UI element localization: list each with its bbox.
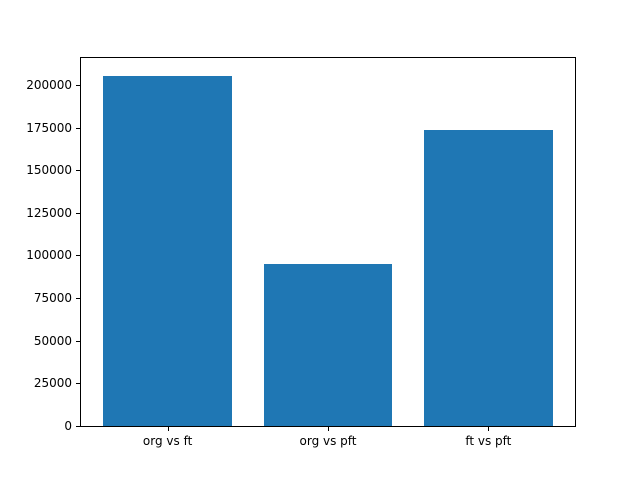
- bar-org-vs-pft: [263, 263, 393, 426]
- y-tick-mark: [76, 426, 80, 427]
- y-tick-mark: [76, 383, 80, 385]
- y-tick-mark: [76, 255, 80, 257]
- y-tick-mark: [76, 170, 80, 172]
- x-tick-mark: [488, 427, 490, 431]
- y-tick-mark: [76, 298, 80, 300]
- bar-ft-vs-pft: [424, 130, 553, 426]
- y-tick-mark: [76, 84, 80, 86]
- x-tick-label: ft vs pft: [465, 434, 512, 448]
- y-tick-label: 50000: [33, 333, 72, 348]
- y-tick-label: 0: [64, 419, 72, 433]
- x-tick-mark: [328, 427, 329, 431]
- y-tick-label: 175000: [26, 120, 72, 135]
- bars-layer: [81, 58, 575, 426]
- y-tick-mark: [76, 340, 80, 342]
- x-tick-label: org vs pft: [299, 434, 357, 448]
- axes-plot-area: [80, 57, 576, 427]
- y-tick-label: 75000: [33, 291, 72, 306]
- x-tick-mark: [167, 427, 169, 431]
- bar-org-vs-ft: [103, 75, 232, 426]
- y-tick-label: 150000: [26, 163, 72, 178]
- y-tick-label: 125000: [26, 205, 72, 220]
- x-tick-label: org vs ft: [142, 434, 193, 448]
- y-tick-label: 25000: [33, 376, 72, 391]
- y-tick-label: 200000: [26, 77, 72, 92]
- y-tick-mark: [76, 127, 80, 129]
- y-tick-mark: [76, 212, 80, 214]
- y-tick-label: 100000: [26, 248, 72, 263]
